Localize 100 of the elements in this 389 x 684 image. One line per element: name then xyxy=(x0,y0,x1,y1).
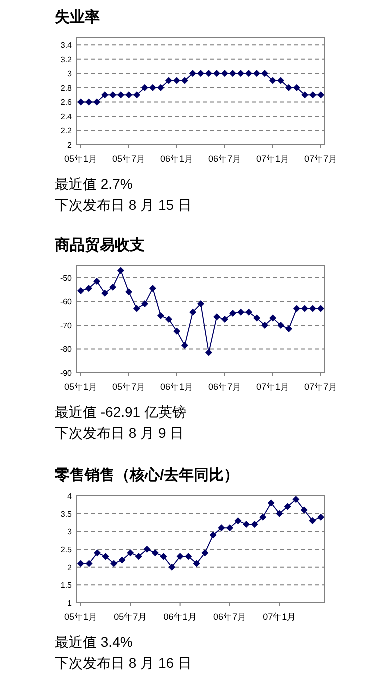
point xyxy=(174,328,180,335)
chart-title: 零售销售（核心/去年同比） xyxy=(55,466,240,484)
point xyxy=(86,285,92,292)
point xyxy=(94,98,100,106)
x-tick-label: 06年7月 xyxy=(213,612,246,622)
x-tick-label: 05年7月 xyxy=(114,612,148,622)
point xyxy=(238,70,244,78)
y-tick-label: 2.6 xyxy=(60,98,73,108)
point xyxy=(262,322,268,329)
point xyxy=(300,506,308,514)
point xyxy=(260,514,267,521)
text: 最近值 2.7% xyxy=(55,176,133,192)
point xyxy=(294,305,300,312)
point xyxy=(286,326,292,333)
point xyxy=(214,70,220,78)
y-tick-label: 3.4 xyxy=(60,41,73,50)
point xyxy=(176,553,184,560)
point xyxy=(126,288,132,296)
y-tick-label: 3 xyxy=(68,70,73,79)
y-tick-label: 2 xyxy=(68,141,73,150)
point xyxy=(226,524,234,532)
y-tick-label: 2.4 xyxy=(60,112,73,122)
point xyxy=(160,553,168,560)
point xyxy=(182,77,188,84)
point xyxy=(294,84,300,92)
point xyxy=(118,92,124,99)
y-tick-label: 4 xyxy=(68,492,73,501)
point xyxy=(214,314,220,321)
point xyxy=(318,92,324,99)
point xyxy=(218,524,226,532)
point xyxy=(278,77,284,84)
point xyxy=(102,290,108,297)
point xyxy=(150,285,156,292)
point xyxy=(174,77,180,84)
point xyxy=(185,553,192,560)
point xyxy=(102,553,110,560)
chart-title: 失业率 xyxy=(55,8,100,26)
point xyxy=(246,70,252,78)
point xyxy=(144,546,151,553)
point xyxy=(206,70,212,78)
y-tick-label: 2.5 xyxy=(60,546,73,554)
x-tick-label: 07年1月 xyxy=(256,382,290,392)
point xyxy=(276,510,284,518)
point xyxy=(158,84,164,92)
point xyxy=(262,70,268,78)
point xyxy=(190,70,196,78)
point xyxy=(127,550,134,557)
y-tick-label: 2.8 xyxy=(60,84,73,93)
point xyxy=(182,342,188,350)
y-tick-label: 2.2 xyxy=(60,126,73,136)
point xyxy=(78,287,84,294)
point xyxy=(292,496,300,504)
point xyxy=(243,521,250,528)
point xyxy=(302,305,308,312)
text: 最近值 -62.91 亿英镑 xyxy=(55,404,186,420)
text: 最近值 3.4% xyxy=(55,634,133,650)
point xyxy=(78,560,84,568)
point xyxy=(158,312,164,320)
y-tick-label: -60 xyxy=(60,298,73,307)
point xyxy=(270,77,276,84)
point xyxy=(198,70,204,78)
point xyxy=(234,517,242,524)
x-tick-label: 06年7月 xyxy=(208,382,242,392)
point xyxy=(118,267,124,274)
point xyxy=(302,92,308,99)
x-tick-label: 07年1月 xyxy=(256,154,290,164)
point xyxy=(134,92,140,99)
point xyxy=(110,284,116,291)
point xyxy=(94,550,102,557)
point xyxy=(222,70,228,78)
point xyxy=(230,70,236,78)
point xyxy=(94,278,100,285)
y-tick-label: -90 xyxy=(60,369,73,378)
point xyxy=(166,316,172,323)
point xyxy=(202,550,209,557)
point xyxy=(198,300,204,308)
point xyxy=(318,514,324,521)
point xyxy=(230,310,236,318)
x-tick-label: 06年1月 xyxy=(160,154,194,164)
y-tick-label: -50 xyxy=(60,274,73,283)
x-tick-label: 05年7月 xyxy=(112,382,146,392)
point xyxy=(278,322,284,329)
point xyxy=(78,98,84,106)
x-tick-label: 05年7月 xyxy=(112,154,146,164)
point xyxy=(152,550,159,557)
point xyxy=(286,84,292,92)
x-tick-label: 07年7月 xyxy=(304,382,338,392)
text: 下次发布日 8 月 16 日 xyxy=(55,655,192,671)
point xyxy=(206,349,212,356)
x-tick-label: 05年1月 xyxy=(64,612,98,622)
text: 下次发布日 8 月 9 日 xyxy=(55,425,184,441)
point xyxy=(168,564,176,571)
point xyxy=(238,308,244,316)
x-tick-label: 06年1月 xyxy=(164,612,197,622)
point xyxy=(86,560,93,568)
point xyxy=(142,300,148,308)
point xyxy=(86,98,92,106)
x-tick-label: 05年1月 xyxy=(64,154,98,164)
point xyxy=(210,532,217,539)
point xyxy=(270,314,276,322)
